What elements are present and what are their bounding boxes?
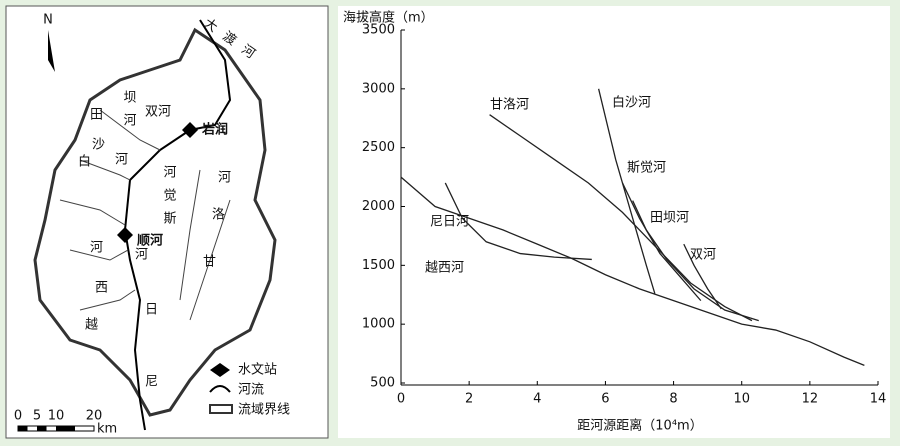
x-tick-label: 10 <box>733 392 750 407</box>
y-tick-label: 2500 <box>362 140 395 155</box>
legend-river-icon <box>209 385 231 393</box>
series-label: 甘洛河 <box>490 98 529 113</box>
river-label: 日 <box>145 303 158 318</box>
river-label: 坝河 <box>121 90 137 136</box>
series-label: 田坝河 <box>650 211 689 226</box>
y-tick-label: 3000 <box>362 81 395 96</box>
y-tick-label: 3500 <box>362 23 395 38</box>
scale-label: 5 <box>33 409 41 424</box>
river-profile <box>444 182 592 261</box>
legend-label: 水文站 <box>238 363 277 378</box>
river-label: 河 <box>90 241 103 256</box>
river-label: 越 <box>85 318 98 333</box>
x-tick-label: 14 <box>870 392 887 407</box>
series-label: 白沙河 <box>612 95 651 111</box>
station-marker <box>117 227 133 243</box>
station-label: 顺河 <box>137 233 163 249</box>
chart-panel <box>338 6 890 438</box>
scale-segment <box>56 426 75 431</box>
y-tick-label: 1500 <box>362 258 395 273</box>
north-arrow <box>48 30 55 72</box>
river-label: 洛 <box>212 208 225 223</box>
river-label: 河 <box>135 248 148 263</box>
river-label: 尼 <box>145 375 158 390</box>
river-profile <box>400 176 865 366</box>
river-label: 甘 <box>203 255 216 270</box>
scale-segment <box>37 426 47 431</box>
river-label: 河 <box>115 153 128 168</box>
river-label: 西 <box>95 281 108 296</box>
station-marker <box>182 122 198 138</box>
x-tick-label: 0 <box>397 392 405 407</box>
river-profile <box>597 88 656 294</box>
x-tick-label: 4 <box>533 392 541 407</box>
y-tick-label: 1000 <box>362 317 395 332</box>
scale-segment <box>18 426 28 431</box>
scale-unit: km <box>97 422 117 437</box>
tributaries <box>59 109 231 321</box>
series-label: 越西河 <box>425 261 464 276</box>
x-axis-title: 距河源距离（10⁴m） <box>577 418 702 434</box>
river-label: 河觉斯 <box>161 165 177 234</box>
river-profile <box>632 200 759 322</box>
map: N 岩润 顺河 水文站 河流 流域界线 <box>33 13 290 431</box>
river-label: 双河 <box>145 105 171 120</box>
legend-label: 流域界线 <box>238 403 290 418</box>
scale-label: 10 <box>48 409 65 424</box>
river-profile <box>683 243 722 310</box>
north-label: N <box>43 13 53 28</box>
legend-station-icon <box>210 363 230 377</box>
series-label: 双河 <box>690 248 716 263</box>
river-label: 河 <box>218 171 231 186</box>
river-profile <box>621 182 702 302</box>
legend-boundary-icon <box>209 404 233 414</box>
y-axis-title: 海拔高度（m） <box>343 10 434 26</box>
x-tick-label: 8 <box>669 392 677 407</box>
map-panel <box>5 5 329 439</box>
x-tick-label: 12 <box>802 392 819 407</box>
river-label: 田 <box>90 108 103 123</box>
river-label: 沙 <box>92 138 105 153</box>
river-profile <box>489 114 753 322</box>
x-tick-label: 6 <box>601 392 609 407</box>
legend-label: 河流 <box>238 383 264 398</box>
river-label: 白 <box>78 154 91 170</box>
series-label: 斯觉河 <box>627 161 666 176</box>
station-label: 岩润 <box>201 122 228 138</box>
y-tick-label: 2000 <box>362 199 395 214</box>
y-tick-label: 500 <box>370 376 395 391</box>
basin-boundary <box>33 27 277 417</box>
series-label: 尼日河 <box>430 215 469 230</box>
x-tick-label: 2 <box>465 392 473 407</box>
scale-label: 0 <box>14 409 22 424</box>
scale-label: 20 <box>86 409 103 424</box>
